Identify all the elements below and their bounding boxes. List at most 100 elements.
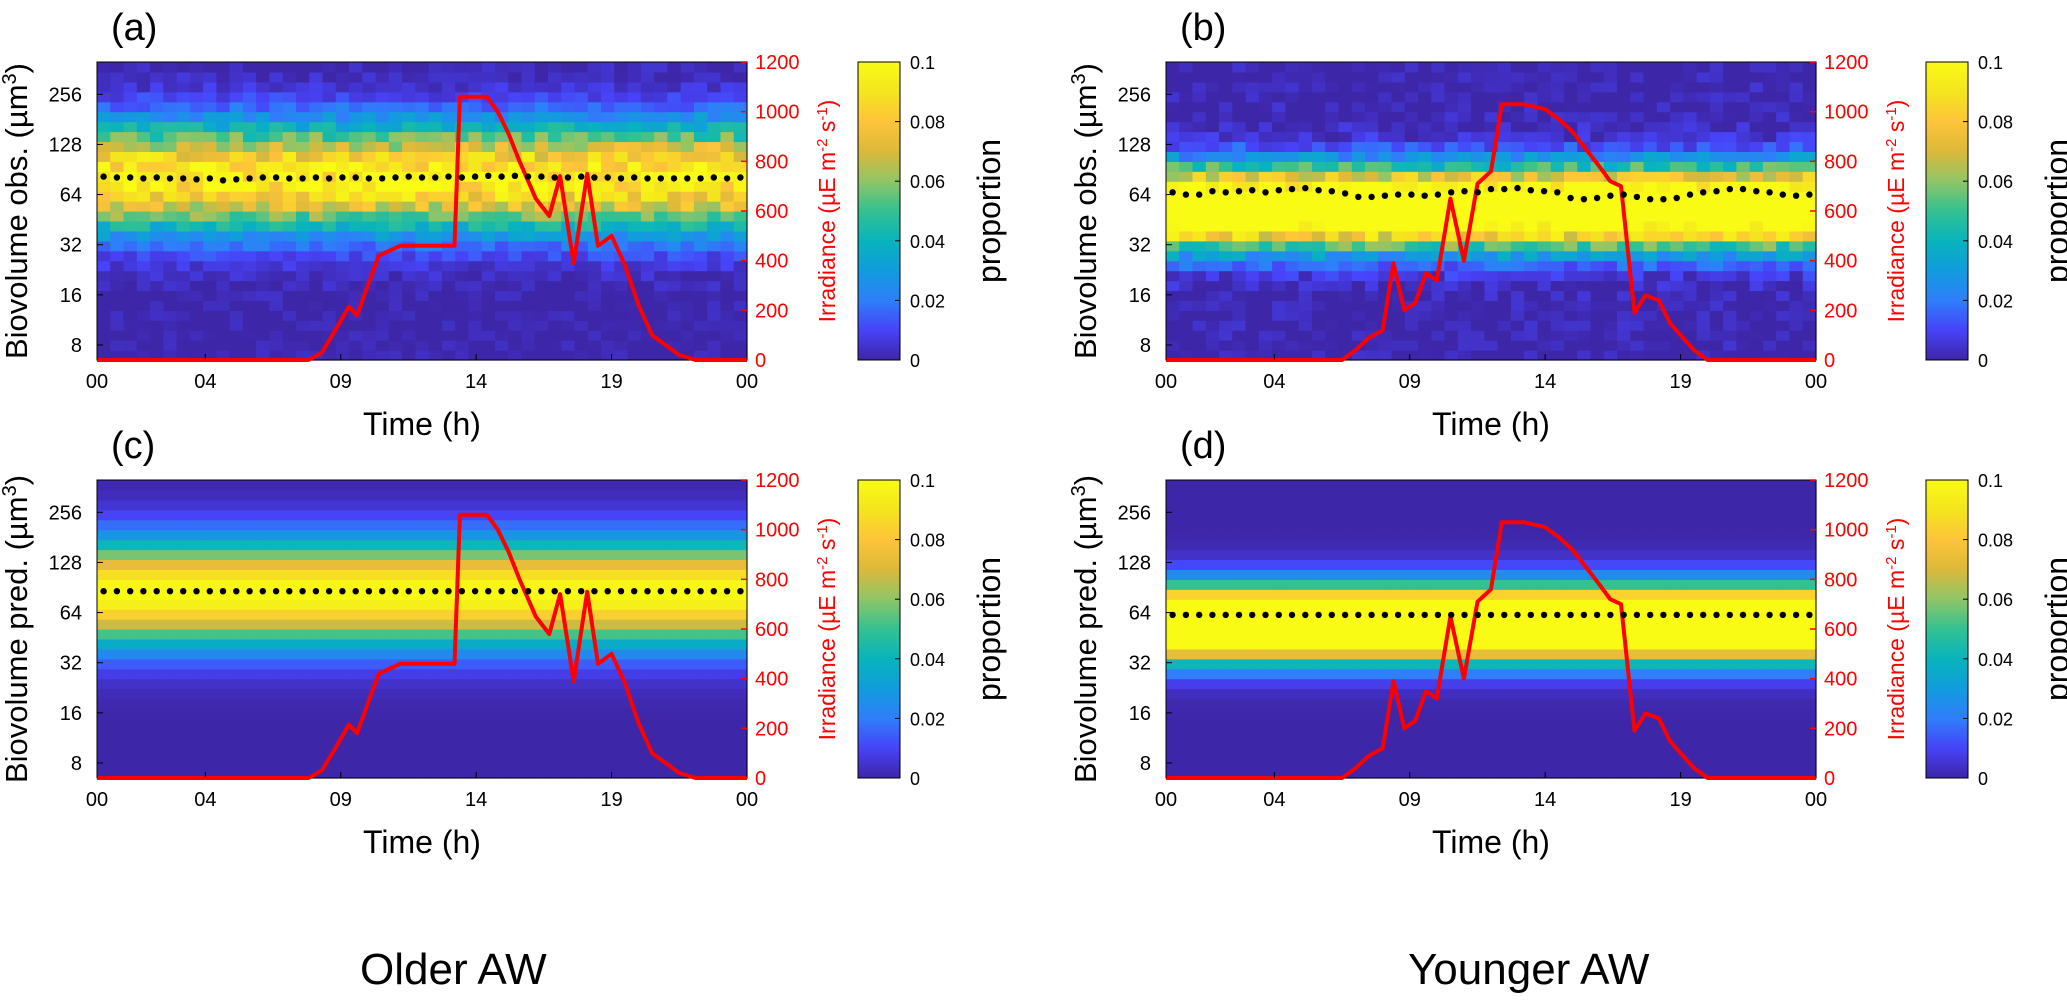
heatmap-cell — [1405, 231, 1419, 242]
heatmap-cell — [429, 758, 443, 769]
heatmap-cell — [1537, 281, 1551, 292]
heatmap-cell — [1219, 161, 1233, 172]
heatmap-cell — [1246, 241, 1260, 252]
heatmap-cell — [1564, 221, 1578, 232]
heatmap-cell — [1537, 141, 1551, 152]
heatmap-cell — [216, 290, 230, 301]
heatmap-cell — [1657, 161, 1671, 172]
heatmap-cell — [468, 350, 482, 361]
heatmap-cell — [707, 231, 721, 242]
heatmap-cell — [1259, 161, 1273, 172]
heatmap-cell — [323, 699, 337, 710]
heatmap-cell — [508, 241, 522, 252]
heatmap-cell — [694, 530, 708, 541]
heatmap-cell — [667, 271, 681, 282]
heatmap-cell — [1272, 300, 1286, 311]
heatmap-cell — [601, 718, 615, 729]
heatmap-cell — [1352, 132, 1366, 143]
heatmap-cell — [468, 659, 482, 670]
heatmap-cell — [1232, 201, 1246, 212]
heatmap-cell — [535, 689, 549, 700]
heatmap-cell — [124, 569, 138, 580]
heatmap-cell — [110, 699, 124, 710]
heatmap-cell — [349, 629, 363, 640]
heatmap-cell — [654, 718, 668, 729]
heatmap-cell — [628, 540, 642, 551]
heatmap-cell — [1710, 62, 1724, 73]
heatmap-cell — [1193, 480, 1207, 491]
heatmap-cell — [667, 679, 681, 690]
heatmap-cell — [1789, 251, 1803, 262]
heatmap-cell — [296, 649, 310, 660]
heatmap-cell — [1193, 72, 1207, 83]
heatmap-cell — [389, 251, 403, 262]
median-dot — [1315, 187, 1321, 193]
heatmap-cell — [1259, 290, 1273, 301]
heatmap-cell — [535, 569, 549, 580]
heatmap-cell — [681, 82, 695, 93]
heatmap-cell — [495, 689, 509, 700]
heatmap-cell — [734, 281, 748, 292]
median-dot — [100, 173, 106, 179]
median-dot — [273, 588, 279, 594]
heatmap-cell — [1697, 82, 1711, 93]
heatmap-cell — [482, 221, 496, 232]
heatmap-cell — [482, 699, 496, 710]
heatmap-cell — [1246, 728, 1260, 739]
heatmap-cell — [1431, 350, 1445, 361]
heatmap-cell — [323, 191, 337, 202]
heatmap-cell — [535, 82, 549, 93]
heatmap-cell — [667, 659, 681, 670]
heatmap-cell — [376, 300, 390, 311]
heatmap-cell — [415, 72, 429, 83]
heatmap-cell — [376, 649, 390, 660]
heatmap-cell — [1644, 221, 1658, 232]
heatmap-cell — [1657, 132, 1671, 143]
heatmap-cell — [216, 310, 230, 321]
heatmap-cell — [389, 211, 403, 222]
heatmap-cell — [150, 510, 164, 521]
heatmap-cell — [588, 699, 602, 710]
heatmap-cell — [521, 550, 535, 561]
heatmap-cell — [415, 231, 429, 242]
heatmap-cell — [1246, 310, 1260, 321]
heatmap-cell — [707, 699, 721, 710]
heatmap-cell — [601, 191, 615, 202]
heatmap-cell — [455, 241, 469, 252]
heatmap-cell — [734, 320, 748, 331]
heatmap-cell — [1657, 171, 1671, 182]
heatmap-cell — [1484, 330, 1498, 341]
heatmap-cell — [1232, 132, 1246, 143]
heatmap-cell — [216, 520, 230, 531]
heatmap-cell — [415, 599, 429, 610]
heatmap-cell — [1670, 261, 1684, 272]
heatmap-cell — [1511, 161, 1525, 172]
median-dot — [591, 588, 597, 594]
heatmap-cell — [336, 231, 350, 242]
heatmap-cell — [734, 520, 748, 531]
heatmap-cell — [1683, 141, 1697, 152]
heatmap-cell — [269, 738, 283, 749]
heatmap-cell — [1617, 112, 1631, 123]
heatmap-cell — [1617, 132, 1631, 143]
y2-tick-label: 1200 — [1824, 52, 1869, 74]
heatmap-cell — [309, 340, 323, 351]
heatmap-cell — [521, 738, 535, 749]
heatmap-cell — [1299, 92, 1313, 103]
heatmap-cell — [1193, 559, 1207, 570]
heatmap-cell — [376, 699, 390, 710]
heatmap-cell — [1644, 122, 1658, 133]
heatmap-cell — [1789, 201, 1803, 212]
heatmap-cell — [468, 639, 482, 650]
heatmap-cell — [256, 649, 270, 660]
heatmap-cell — [177, 300, 191, 311]
heatmap-cell — [1683, 92, 1697, 103]
heatmap-cell — [1232, 639, 1246, 650]
heatmap-cell — [429, 330, 443, 341]
heatmap-cell — [349, 480, 363, 491]
heatmap-cell — [1206, 201, 1220, 212]
heatmap-cell — [1590, 320, 1604, 331]
heatmap-cell — [1299, 231, 1313, 242]
heatmap-cell — [1365, 102, 1379, 113]
heatmap-cell — [1683, 281, 1697, 292]
